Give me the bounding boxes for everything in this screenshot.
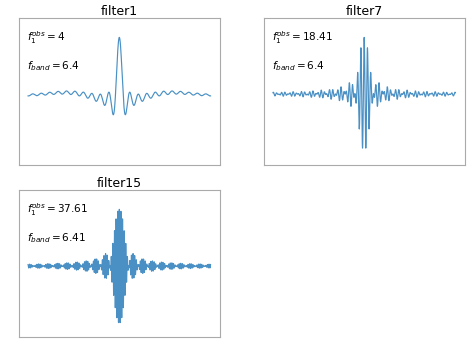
Title: filter7: filter7	[346, 5, 383, 18]
Text: $f_{band}$$ = $6.41: $f_{band}$$ = $6.41	[27, 231, 86, 245]
Text: $f_1^{obs}$$ = $18.41: $f_1^{obs}$$ = $18.41	[272, 29, 333, 46]
Text: $f_{band}$$ = $6.4: $f_{band}$$ = $6.4	[272, 59, 325, 73]
Title: filter1: filter1	[101, 5, 138, 18]
Text: $f_1^{obs}$$ = $4: $f_1^{obs}$$ = $4	[27, 29, 65, 46]
Text: $f_{band}$$ = $6.4: $f_{band}$$ = $6.4	[27, 59, 80, 73]
Title: filter15: filter15	[97, 177, 142, 190]
Text: $f_1^{obs}$$ = $37.61: $f_1^{obs}$$ = $37.61	[27, 201, 88, 218]
